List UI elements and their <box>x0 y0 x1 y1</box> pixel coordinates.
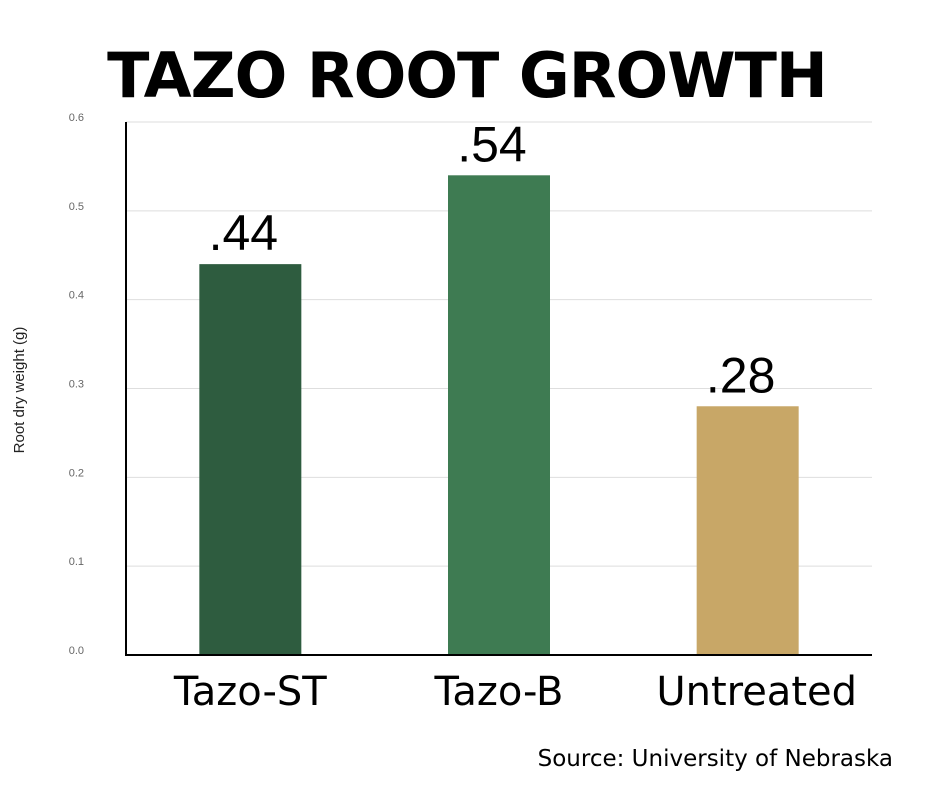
bar-value-label: .28 <box>706 347 776 403</box>
y-tick-label: 0.2 <box>69 467 84 479</box>
x-category-label: Tazo-ST <box>173 669 327 715</box>
x-axis-categories: Tazo-ST Tazo-B Untreated <box>173 669 857 715</box>
y-tick-label: 0.5 <box>69 201 84 213</box>
y-axis-ticks: 0.0 0.1 0.2 0.3 0.4 0.5 0.6 <box>69 112 84 657</box>
bar-value-label: .54 <box>457 116 527 172</box>
y-tick-label: 0.0 <box>69 645 84 657</box>
bar-tazo-st <box>199 264 302 655</box>
y-tick-label: 0.6 <box>69 112 84 124</box>
x-category-label: Tazo-B <box>434 669 564 715</box>
y-axis-label: Root dry weight (g) <box>11 327 28 454</box>
y-tick-label: 0.1 <box>69 556 84 568</box>
y-tick-label: 0.4 <box>69 290 84 302</box>
bar-tazo-b <box>448 175 550 656</box>
x-category-label: Untreated <box>656 669 857 715</box>
bars: .44 .54 .28 <box>199 116 799 656</box>
bar-value-label: .44 <box>209 205 279 261</box>
chart-title: TAZO ROOT GROWTH <box>107 39 827 112</box>
y-tick-label: 0.3 <box>69 379 84 391</box>
source-note: Source: University of Nebraska <box>538 746 893 772</box>
bar-untreated <box>696 406 799 655</box>
